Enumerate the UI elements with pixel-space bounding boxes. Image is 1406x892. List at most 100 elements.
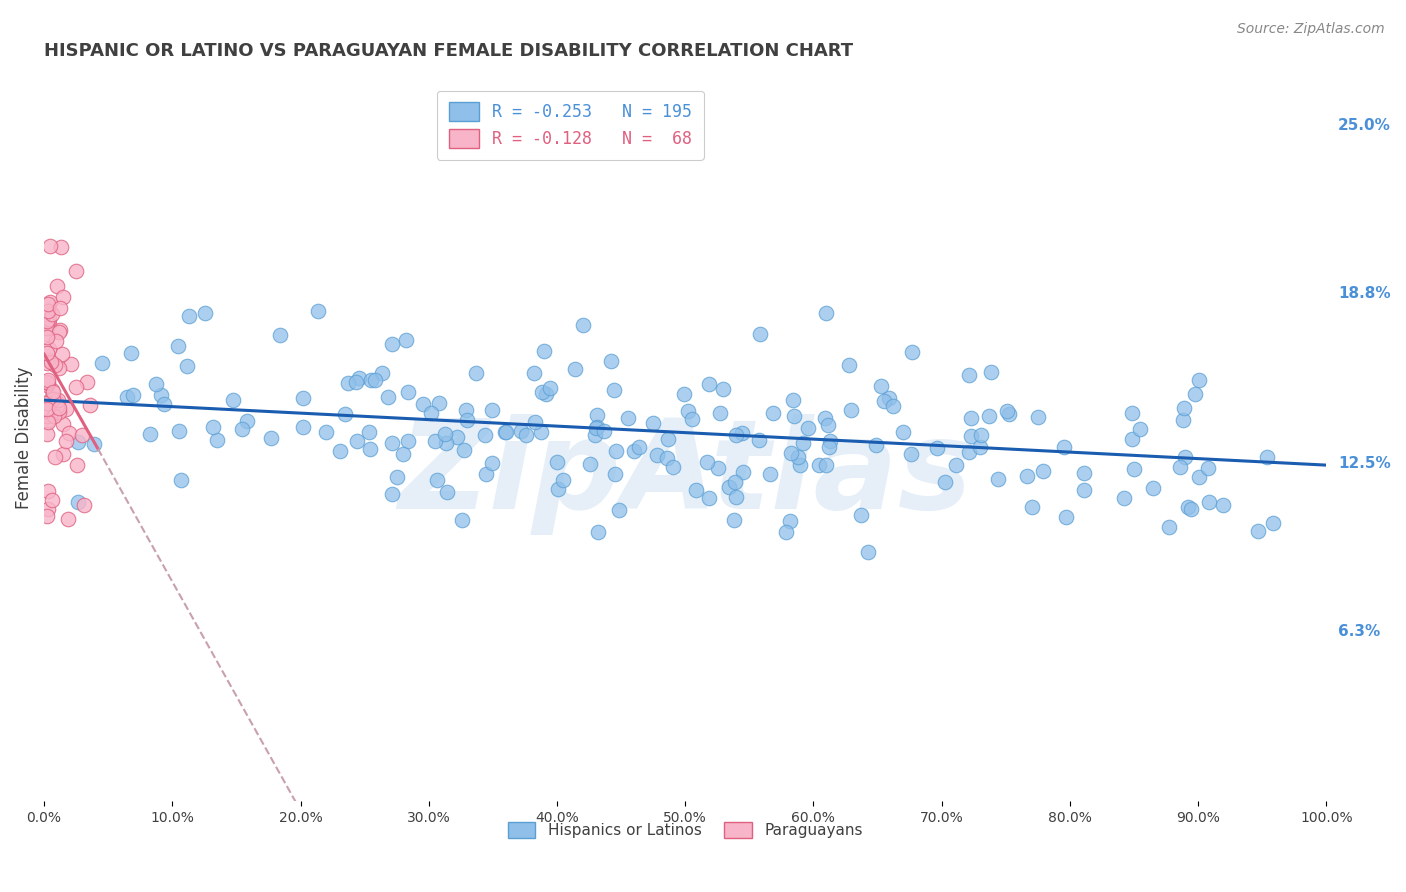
Point [433,427,456,442]
Point [292,419,315,434]
Point [959,428,981,442]
Point [45,399,67,413]
Point [35,355,58,369]
Point [35,427,58,442]
Point [145,376,167,391]
Point [1174,450,1197,465]
Point [37,415,59,429]
Point [534,387,557,401]
Point [41,307,63,321]
Point [882,400,904,414]
Point [530,384,553,399]
Point [73,498,96,512]
Point [627,440,650,454]
Point [851,508,873,523]
Point [1073,466,1095,480]
Point [35,313,58,327]
Point [396,385,419,400]
Point [1173,413,1195,427]
Point [585,421,607,435]
Point [657,432,679,446]
Point [194,306,217,320]
Point [959,368,981,382]
Point [1168,460,1191,475]
Point [711,382,734,396]
Point [697,377,720,392]
Point [723,513,745,527]
Point [725,428,748,442]
Point [474,428,496,442]
Point [818,434,841,448]
Point [685,483,707,497]
Point [39,355,62,369]
Point [510,424,533,438]
Point [879,391,901,405]
Point [564,361,586,376]
Point [1031,464,1053,478]
Point [67,494,90,508]
Point [49,323,72,337]
Point [308,303,330,318]
Point [115,390,138,404]
Point [79,398,101,412]
Point [814,306,837,320]
Point [515,427,537,442]
Point [35,414,58,428]
Text: Source: ZipAtlas.com: Source: ZipAtlas.com [1237,22,1385,37]
Point [346,434,368,449]
Point [333,407,356,421]
Point [869,378,891,392]
Point [37,483,59,498]
Point [797,420,820,434]
Point [344,375,367,389]
Point [35,508,58,523]
Point [83,437,105,451]
Point [35,402,58,417]
Point [427,396,450,410]
Point [997,407,1019,421]
Text: ZipAtlas: ZipAtlas [398,414,973,535]
Point [655,450,678,465]
Point [1173,401,1195,415]
Point [593,425,616,439]
Point [1256,450,1278,465]
Point [37,297,59,311]
Point [725,490,748,504]
Point [1184,387,1206,401]
Point [775,524,797,539]
Point [718,480,741,494]
Point [120,346,142,360]
Point [150,388,173,402]
Point [35,396,58,410]
Point [176,359,198,374]
Point [420,406,443,420]
Point [1114,491,1136,505]
Point [65,380,87,394]
Point [336,376,359,391]
Point [167,339,190,353]
Point [42,392,65,407]
Point [370,367,392,381]
Point [969,428,991,442]
Point [446,430,468,444]
Point [815,458,838,472]
Point [551,473,574,487]
Point [1180,502,1202,516]
Point [494,425,516,439]
Point [533,344,555,359]
Point [38,317,60,331]
Point [495,425,517,439]
Point [1247,524,1270,539]
Point [153,397,176,411]
Point [44,409,66,423]
Point [987,471,1010,485]
Point [817,440,839,454]
Point [76,375,98,389]
Point [52,290,75,304]
Point [380,337,402,351]
Point [969,440,991,454]
Point [360,373,382,387]
Point [731,425,754,440]
Point [523,415,546,429]
Point [329,443,352,458]
